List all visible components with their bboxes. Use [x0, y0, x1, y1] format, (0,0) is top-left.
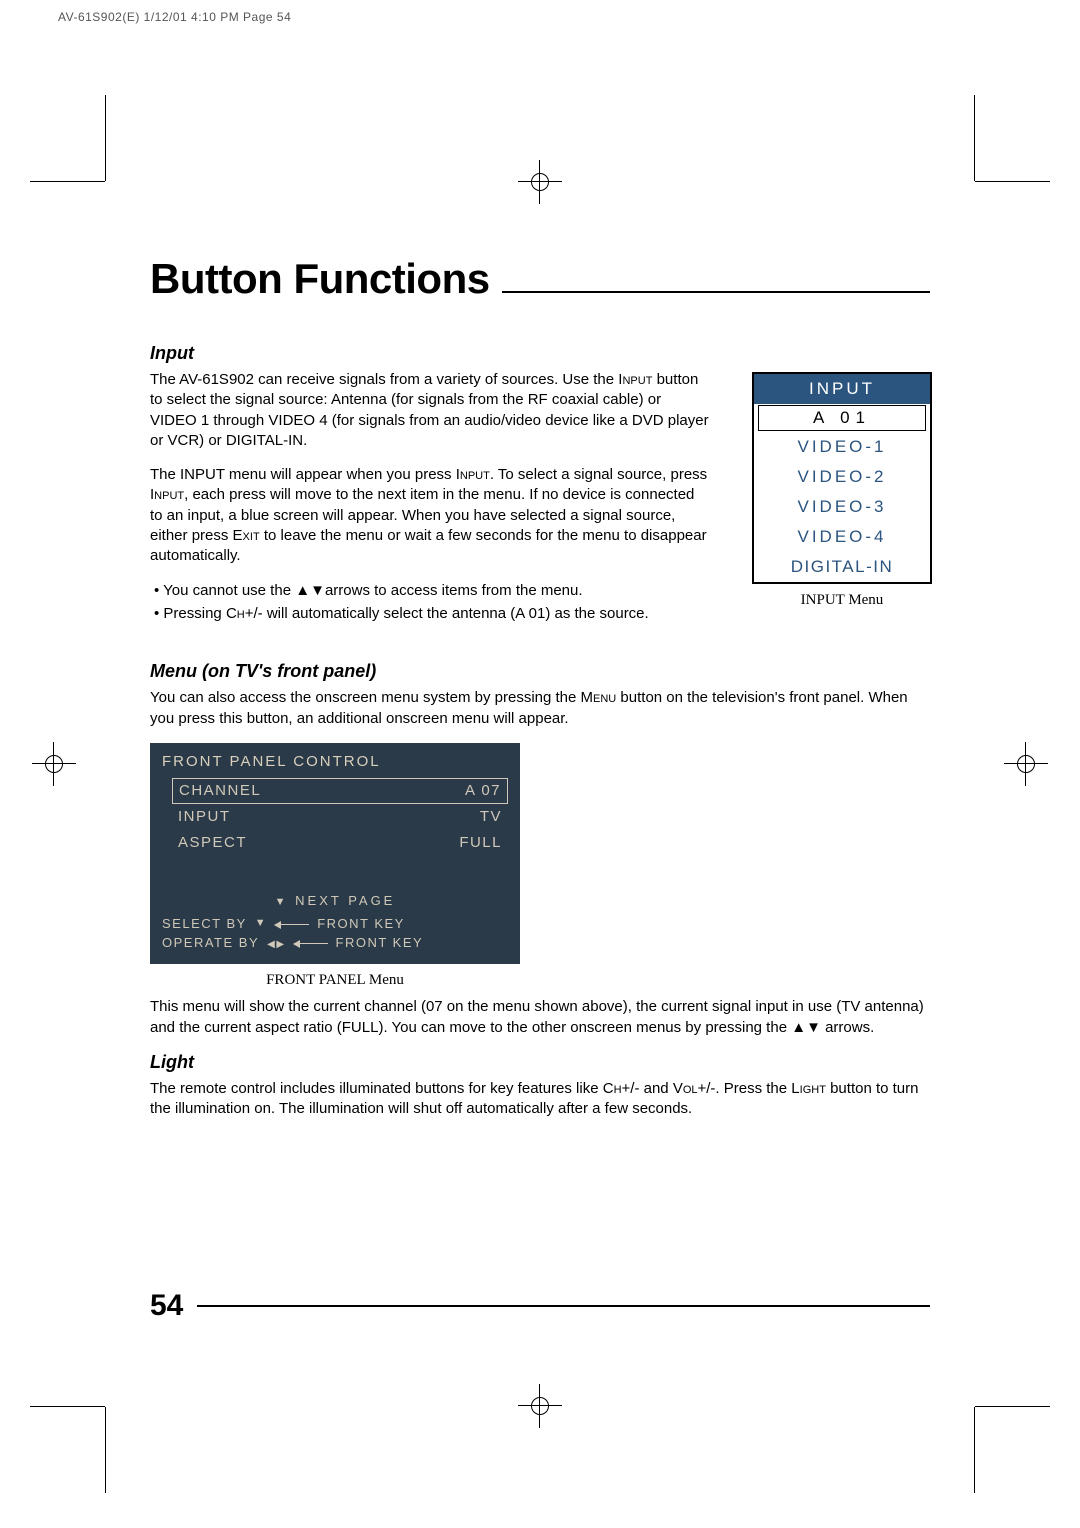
front-panel-figure: FRONT PANEL CONTROL CHANNEL A 07 INPUT T…: [150, 743, 930, 990]
triangle-down-icon: [310, 582, 325, 599]
menu-paragraph-1: You can also access the onscreen menu sy…: [150, 688, 930, 729]
triangle-down-icon: [255, 916, 267, 932]
crop-tick: [974, 95, 975, 181]
registration-mark-top: [518, 160, 562, 204]
triangle-left-icon: [267, 938, 276, 950]
input-paragraph-2: The INPUT menu will appear when you pres…: [150, 465, 710, 566]
arrow-left-icon: [275, 924, 309, 925]
page-number-row: 54: [150, 1289, 930, 1323]
page-number: 54: [150, 1289, 183, 1323]
fp-row: INPUT TV: [172, 804, 508, 830]
triangle-up-icon: [295, 582, 310, 599]
input-paragraph-1: The AV-61S902 can receive signals from a…: [150, 370, 710, 451]
fp-hint-next: NEXT PAGE: [162, 892, 508, 911]
crop-tick: [975, 181, 1050, 182]
section-heading-input: Input: [150, 343, 930, 364]
triangle-up-icon: [791, 1019, 806, 1036]
input-bullet-2: • Pressing Ch+/- will automatically sele…: [150, 603, 710, 626]
fp-caption: FRONT PANEL Menu: [150, 972, 520, 989]
title-rule: [502, 291, 930, 293]
section-heading-light: Light: [150, 1052, 930, 1073]
fp-row-value: TV: [480, 808, 502, 825]
crop-tick: [974, 1407, 975, 1493]
registration-mark-left: [32, 742, 76, 786]
crop-tick: [975, 1406, 1050, 1407]
fp-row-value: FULL: [459, 834, 502, 851]
page-title: Button Functions: [150, 255, 490, 303]
menu-paragraph-2: This menu will show the current channel …: [150, 997, 930, 1038]
crop-tick: [30, 1406, 105, 1407]
triangle-down-icon: [806, 1019, 821, 1036]
fp-row-label: ASPECT: [178, 834, 247, 851]
fp-row-value: A 07: [465, 782, 501, 799]
fp-row-label: INPUT: [178, 808, 231, 825]
crop-tick: [30, 181, 105, 182]
section-heading-menu: Menu (on TV's front panel): [150, 661, 930, 682]
page-number-rule: [197, 1305, 930, 1307]
fp-title: FRONT PANEL CONTROL: [162, 753, 508, 770]
fp-row-label: CHANNEL: [179, 782, 261, 799]
arrow-left-icon: [294, 943, 328, 944]
triangle-down-icon: [275, 896, 289, 908]
content-area: Button Functions Input The AV-61S902 can…: [150, 255, 930, 1133]
crop-tick: [105, 95, 106, 181]
fp-row: CHANNEL A 07: [172, 778, 508, 804]
registration-mark-right: [1004, 742, 1048, 786]
registration-mark-bottom: [518, 1384, 562, 1428]
light-paragraph: The remote control includes illuminated …: [150, 1079, 930, 1120]
fp-hint-operate: OPERATE BY FRONT KEY: [162, 934, 508, 953]
crop-tick: [105, 1407, 106, 1493]
input-bullet-1: • You cannot use the arrows to access it…: [150, 580, 710, 603]
fp-hint-select: SELECT BY FRONT KEY: [162, 915, 508, 934]
fp-row: ASPECT FULL: [172, 830, 508, 856]
triangle-right-icon: [276, 938, 285, 950]
print-slug: AV-61S902(E) 1/12/01 4:10 PM Page 54: [58, 10, 291, 24]
